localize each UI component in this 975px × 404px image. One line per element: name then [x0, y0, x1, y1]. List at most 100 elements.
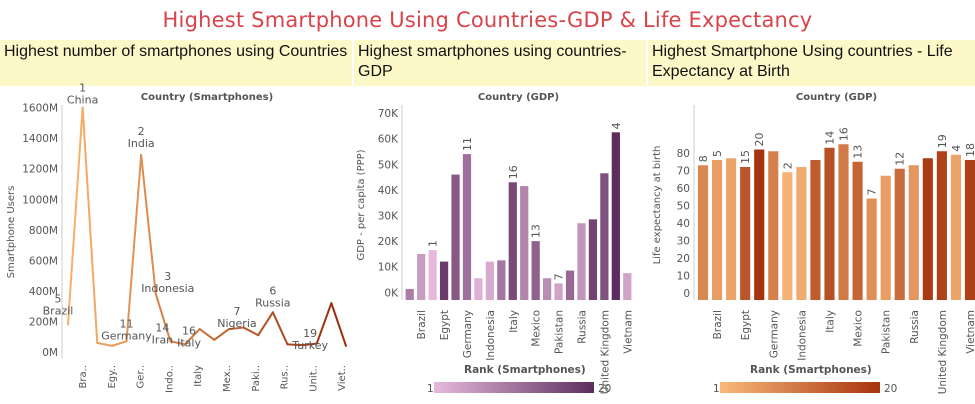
- chart1-country-label: Russia: [255, 296, 290, 309]
- chart2-bar-china: [428, 250, 437, 300]
- chart1-country-label: China: [67, 94, 98, 107]
- chart2-bar-bangladesh: [405, 288, 414, 300]
- chart1-line-segment: [110, 340, 128, 347]
- chart3-y-tick: 10: [677, 271, 690, 283]
- chart2-y-tick: 10K: [378, 262, 399, 274]
- chart1-line-segment: [96, 341, 113, 347]
- chart3-bar-pakistan: [880, 175, 891, 300]
- chart1-x-tick: Egy..: [107, 365, 118, 389]
- chart3-bar-germany: [768, 151, 779, 300]
- chart1-line-segment: [286, 343, 304, 347]
- panel-title-gdp: Highest smartphones using countries-GDP: [354, 40, 646, 86]
- chart1-country-label: Iran: [152, 333, 174, 346]
- chart2-legend-title: Rank (Smartphones): [464, 364, 586, 376]
- chart1-line-segment: [242, 326, 260, 337]
- chart1-line-segment: [330, 302, 347, 347]
- chart3-bar-vietnam: [964, 160, 975, 300]
- chart3-bar-united-states: [950, 154, 961, 300]
- chart3-value-label: 15: [739, 150, 752, 164]
- chart1-y-tick: 1600M: [22, 103, 58, 115]
- chart2-x-tick: Russia: [576, 310, 588, 344]
- chart2-bar-mexico: [531, 241, 540, 300]
- chart2-value-label: 16: [507, 165, 520, 179]
- chart2-y-tick: 20K: [378, 236, 399, 248]
- chart1-y-tick: 600M: [29, 255, 58, 267]
- chart1-line-segment: [301, 342, 318, 347]
- chart2-bar-japan: [520, 186, 529, 300]
- chart1-y-axis-label: Smartphone Users: [6, 186, 17, 279]
- chart2-x-tick: Italy: [508, 310, 520, 333]
- chart3-value-label: 12: [894, 152, 907, 166]
- panel-title-smartphones: Highest number of smartphones using Coun…: [0, 40, 352, 86]
- chart2-y-tick: 40K: [378, 185, 399, 197]
- chart2-bar-italy: [508, 182, 517, 300]
- chart1-line-segment: [257, 311, 274, 337]
- chart3-value-label: 16: [838, 127, 851, 141]
- chart3-value-label: 2: [781, 162, 794, 169]
- chart2-y-axis-label: GDP - per capita (PPP): [356, 149, 367, 260]
- chart3-bar-italy: [824, 147, 835, 300]
- chart2-legend-min: 1: [427, 383, 434, 395]
- chart1-rank-label: 5: [55, 293, 62, 306]
- chart2-bar-united-states: [611, 132, 620, 300]
- chart1-country-label: Nigeria: [217, 317, 256, 330]
- chart3-value-label: 8: [697, 155, 710, 162]
- chart3-y-tick: 60: [677, 183, 690, 195]
- chart3-bar-indonesia: [796, 167, 807, 300]
- chart3-x-tick: Vietnam: [965, 310, 975, 354]
- chart1-rank-label: 11: [120, 317, 134, 330]
- chart2-bar-thailand: [588, 219, 598, 300]
- chart1-line-segment: [154, 292, 172, 343]
- chart2-bar-vietnam: [623, 273, 632, 300]
- chart2-legend-ramp: [434, 382, 594, 393]
- chart2-x-tick: United Kingdom: [599, 310, 611, 394]
- chart1-line-segment: [125, 153, 143, 343]
- chart1-title: Country (Smartphones): [141, 92, 273, 103]
- chart1-rank-label: 3: [164, 270, 171, 283]
- smartphone-users-line-chart: Country (Smartphones) Smartphone Users 0M 2…: [6, 82, 348, 393]
- chart1-y-tick: 1400M: [22, 133, 58, 145]
- gdp-bar-chart: Country (GDP) GDP - per capita (PPP) 0K 10K…: [356, 92, 634, 395]
- chart1-y-tick: 400M: [29, 286, 58, 298]
- chart2-value-label: 11: [461, 137, 474, 151]
- chart3-x-tick: Egypt: [740, 310, 752, 340]
- chart2-value-label: 7: [553, 273, 566, 280]
- chart1-rank-label: 7: [233, 305, 240, 318]
- chart3-bar-mexico: [852, 161, 863, 300]
- chart2-bar-iran: [497, 260, 506, 300]
- chart1-line-segment: [315, 302, 333, 345]
- chart3-bar-united-kingdom: [936, 151, 947, 300]
- chart1-country-label: Germany: [101, 329, 152, 342]
- chart2-y-tick: 60K: [378, 134, 399, 146]
- chart3-bar-japan: [838, 144, 849, 300]
- chart3-value-label: 19: [936, 134, 949, 148]
- chart1-rank-label: 6: [269, 284, 276, 297]
- chart2-y-tick: 50K: [378, 159, 399, 171]
- chart3-x-tick: Italy: [824, 310, 836, 333]
- chart3-legend-title: Rank (Smartphones): [750, 364, 872, 376]
- chart3-bar-nigeria: [866, 198, 877, 300]
- chart1-y-tick: 1200M: [22, 164, 58, 176]
- chart1-rank-label: 14: [155, 321, 169, 334]
- chart2-x-tick: Brazil: [416, 310, 428, 339]
- chart1-country-label: Italy: [177, 336, 201, 349]
- chart1-line-segment: [271, 311, 289, 346]
- chart3-value-label: 13: [852, 145, 865, 159]
- chart2-x-tick: Egypt: [439, 310, 451, 340]
- chart1-x-tick: Indo..: [164, 365, 175, 393]
- chart2-bar-philippines: [565, 270, 575, 300]
- chart1-line-segment: [67, 106, 84, 326]
- chart2-bar-brazil: [417, 253, 426, 300]
- chart3-value-label: 20: [753, 133, 766, 147]
- chart3-y-tick: 0: [683, 288, 690, 300]
- chart1-x-tick: Ger..: [136, 365, 147, 388]
- chart3-bar-brazil: [712, 160, 723, 300]
- chart3-bar-china: [726, 158, 737, 300]
- chart1-x-tick: Bra..: [78, 365, 89, 388]
- chart3-bar-russia: [908, 165, 919, 300]
- chart3-x-tick: Pakistan: [881, 310, 893, 354]
- chart3-y-axis-label: Life expectancy at birth: [652, 146, 663, 265]
- chart2-bar-france: [451, 174, 460, 300]
- chart1-rank-label: 2: [138, 125, 145, 138]
- chart3-y-tick: 40: [677, 218, 690, 230]
